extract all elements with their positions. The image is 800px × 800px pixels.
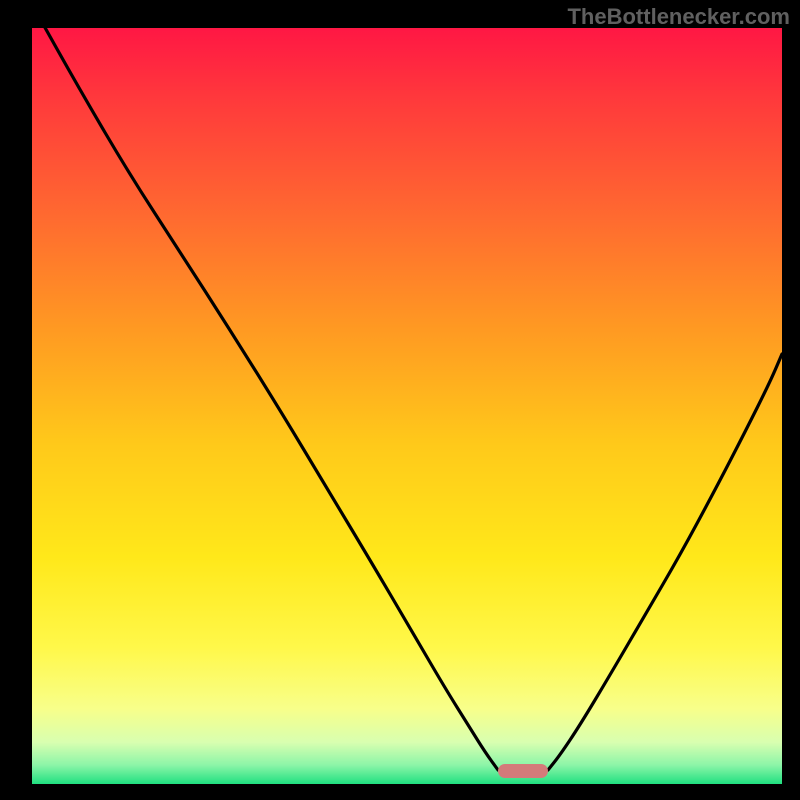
- optimal-marker: [498, 764, 548, 778]
- gradient-background: [32, 28, 782, 784]
- bottleneck-chart: [0, 0, 800, 800]
- chart-container: { "watermark": { "text": "TheBottlenecke…: [0, 0, 800, 800]
- watermark-text: TheBottlenecker.com: [567, 4, 790, 30]
